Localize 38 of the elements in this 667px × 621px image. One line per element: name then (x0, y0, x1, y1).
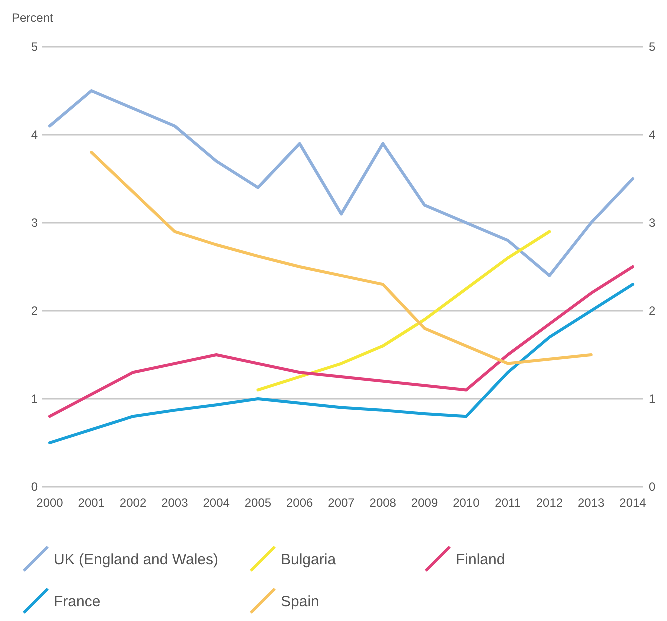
x-tick-label: 2014 (620, 496, 647, 510)
legend-label: France (54, 593, 101, 610)
line-series (48, 90, 634, 278)
x-tick-label: 2008 (370, 496, 397, 510)
x-tick-label: 2010 (453, 496, 480, 510)
y2-tick-label: 4 (649, 128, 656, 142)
legend-label: Bulgaria (281, 551, 337, 568)
line-series (48, 266, 634, 418)
y-tick-label: 0 (31, 480, 38, 494)
line-series (48, 283, 634, 444)
line-series (256, 230, 552, 392)
y2-tick-label: 0 (649, 480, 656, 494)
y2-tick-label: 5 (649, 40, 656, 54)
x-tick-label: 2012 (536, 496, 564, 510)
x-tick-label: 2007 (328, 496, 356, 510)
y-tick-label: 2 (31, 304, 38, 318)
y2-tick-label: 2 (649, 304, 656, 318)
y2-tick-label: 1 (649, 392, 656, 406)
x-tick-label: 2006 (286, 496, 314, 510)
x-tick-label: 2005 (244, 496, 272, 510)
x-tick-label: 2001 (78, 496, 106, 510)
x-tick-label: 2009 (411, 496, 438, 510)
legend-label: Spain (281, 593, 320, 610)
x-tick-label: 2002 (120, 496, 147, 510)
x-tick-label: 2004 (203, 496, 230, 510)
y-axis-title: Percent (12, 11, 54, 25)
y-tick-label: 5 (31, 40, 38, 54)
line-series (90, 151, 593, 366)
y-tick-label: 1 (31, 392, 38, 406)
y2-tick-label: 3 (649, 216, 656, 230)
y-tick-label: 3 (31, 216, 38, 230)
x-tick-label: 2013 (578, 496, 606, 510)
legend-label: Finland (456, 551, 506, 568)
y-tick-label: 4 (31, 128, 38, 142)
x-tick-label: 2011 (495, 496, 522, 510)
x-tick-label: 2000 (36, 496, 64, 510)
x-tick-label: 2003 (162, 496, 189, 510)
legend-label: UK (England and Wales) (54, 551, 219, 568)
